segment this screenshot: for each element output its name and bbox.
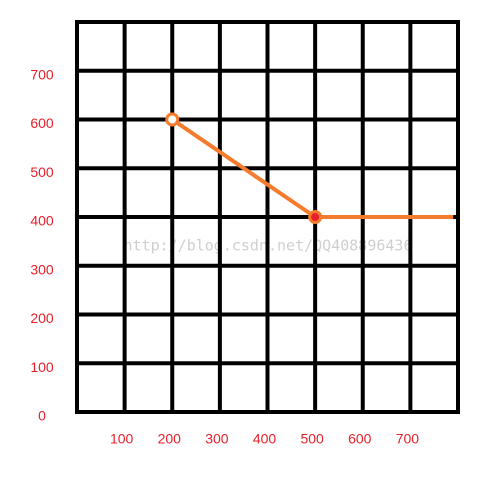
y-tick-label: 100 xyxy=(30,359,54,375)
x-tick-label: 700 xyxy=(396,431,420,447)
y-tick-label: 0 xyxy=(38,408,46,424)
y-tick-label: 500 xyxy=(30,164,54,180)
x-tick-label: 500 xyxy=(300,431,324,447)
y-tick-label: 300 xyxy=(30,261,54,277)
x-tick-label: 600 xyxy=(348,431,372,447)
point xyxy=(165,112,180,127)
point xyxy=(308,210,323,224)
y-tick-label: 200 xyxy=(30,310,54,326)
y-tick-label: 400 xyxy=(30,213,54,229)
y-tick-label: 700 xyxy=(30,66,54,82)
y-tick-label: 600 xyxy=(30,115,54,131)
x-tick-label: 100 xyxy=(110,431,134,447)
x-tick-label: 400 xyxy=(253,431,277,447)
x-tick-label: 300 xyxy=(205,431,229,447)
x-tick-label: 200 xyxy=(158,431,182,447)
